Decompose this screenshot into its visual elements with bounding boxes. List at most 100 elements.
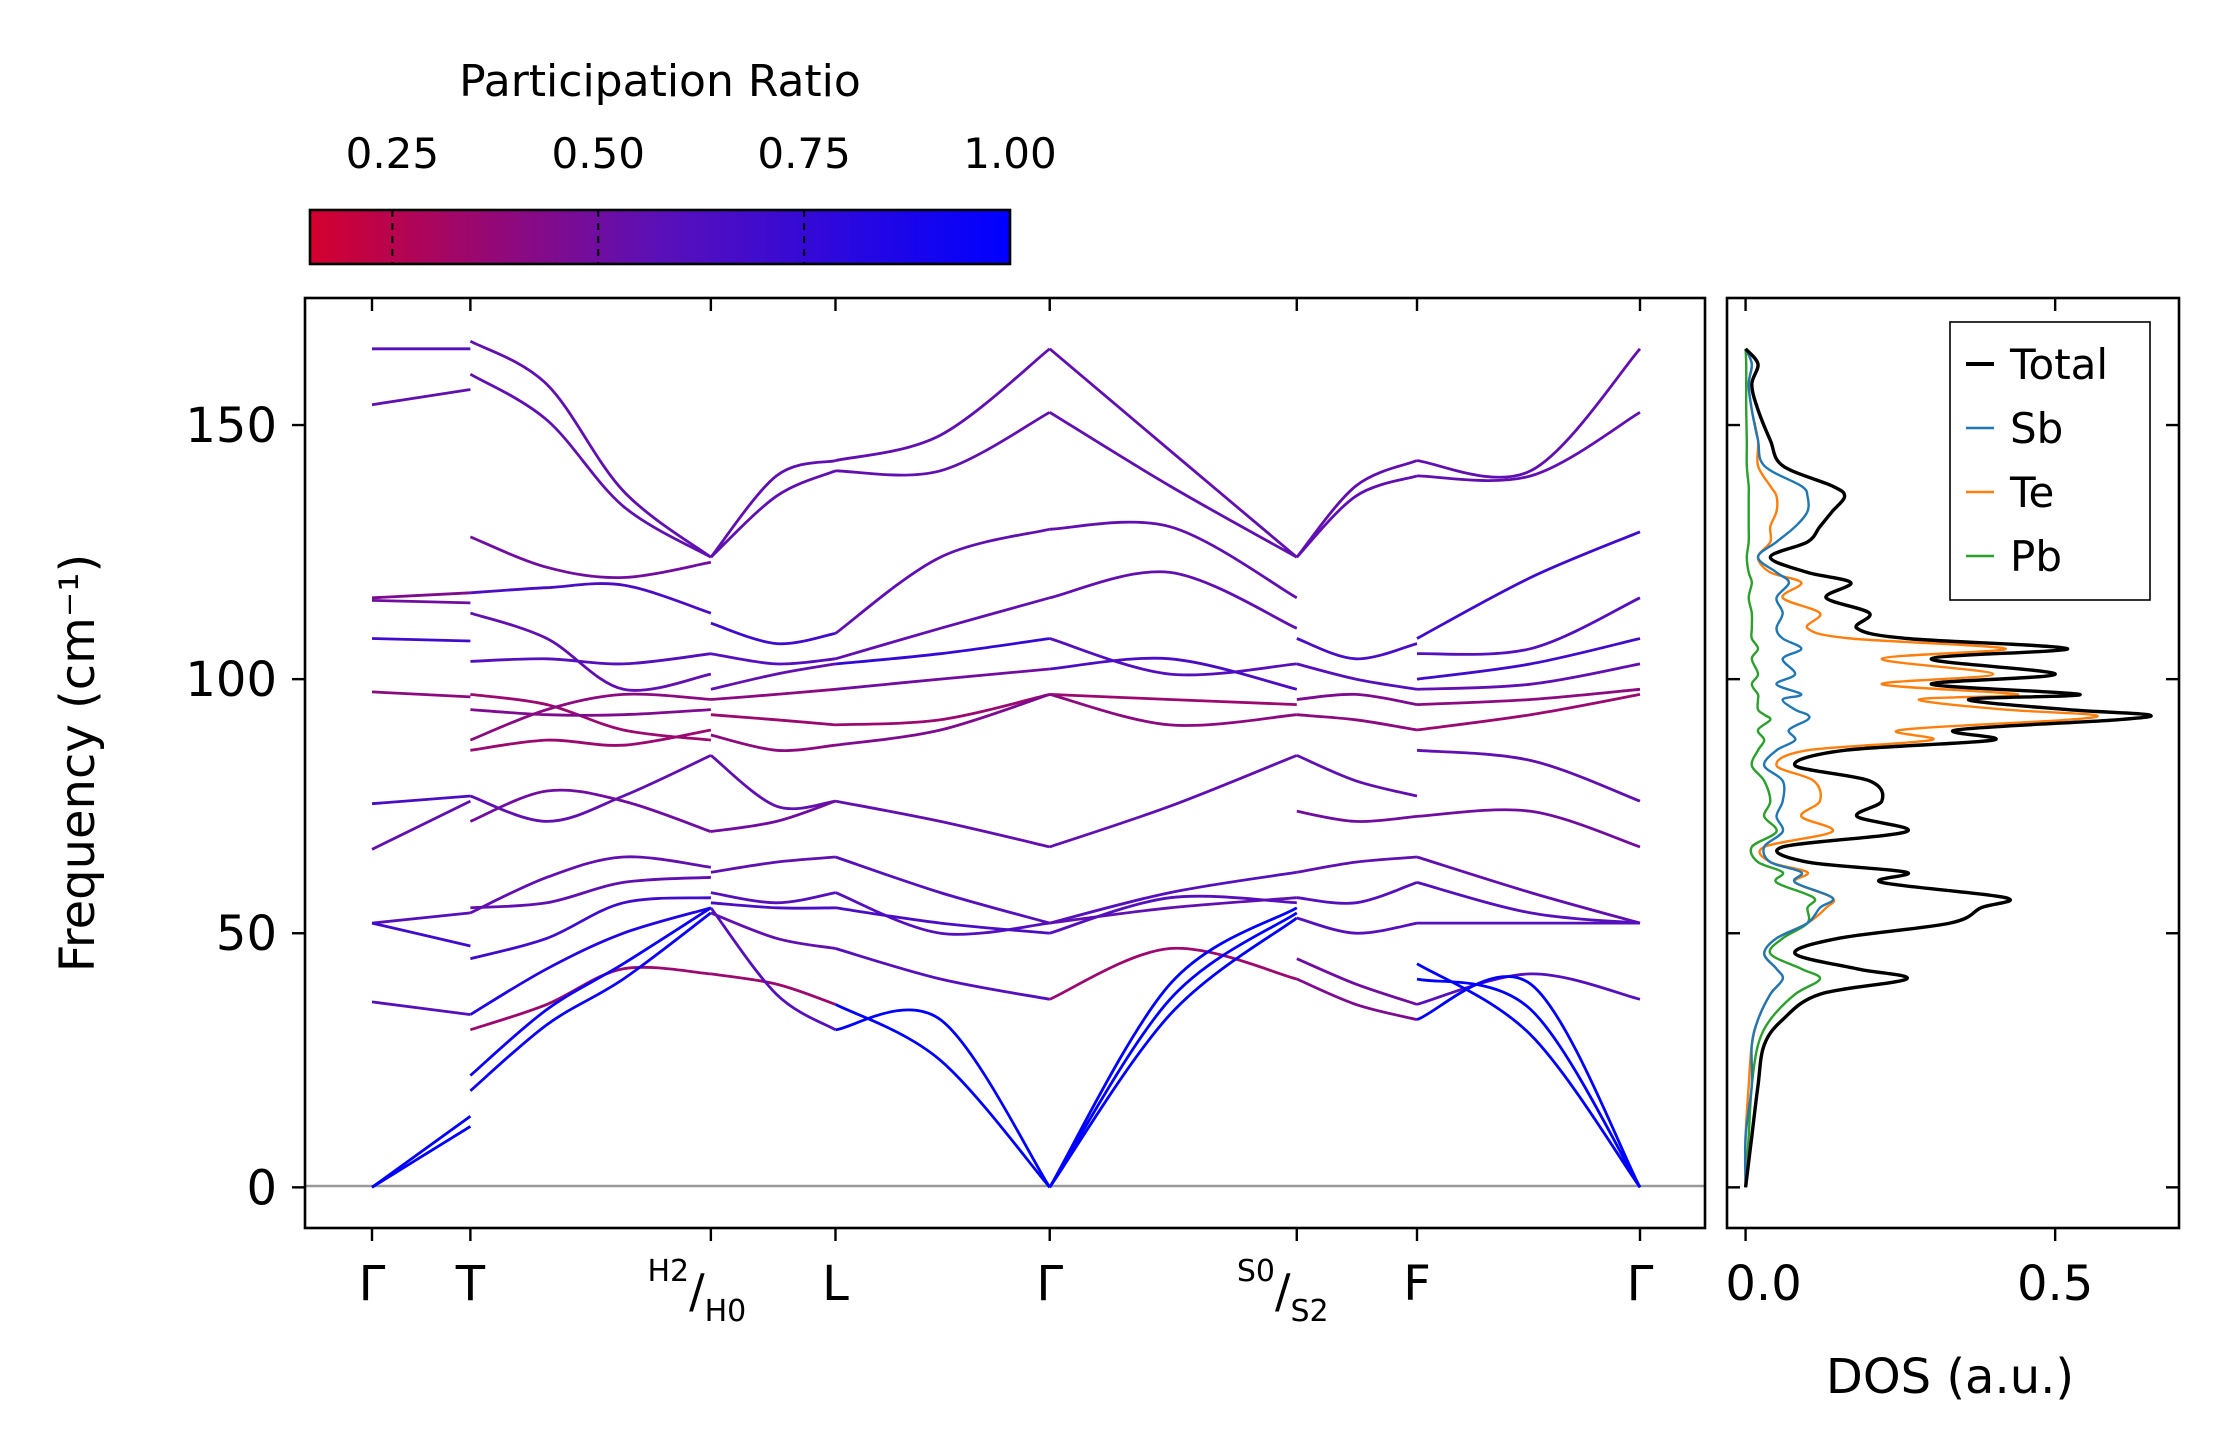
band-line bbox=[709, 906, 837, 1032]
band-line bbox=[371, 921, 471, 948]
dos-curve-pb bbox=[1744, 348, 1822, 1188]
band-line bbox=[1049, 693, 1297, 727]
dos-curve-total bbox=[1743, 347, 2153, 1188]
dos-curves bbox=[1743, 347, 2153, 1188]
band-line bbox=[835, 596, 1051, 661]
band-line bbox=[371, 591, 471, 600]
band-line bbox=[1296, 637, 1418, 661]
legend: Total Sb Te Pb bbox=[1949, 321, 2151, 601]
band-line bbox=[1295, 474, 1418, 559]
band-line bbox=[469, 788, 712, 833]
y-tick-label: 100 bbox=[185, 652, 277, 708]
band-line bbox=[710, 911, 836, 950]
band-line bbox=[710, 652, 836, 666]
phonon-bands bbox=[371, 339, 1642, 1189]
band-line bbox=[1416, 962, 1642, 1189]
band-line bbox=[469, 535, 712, 580]
colorbar: Participation Ratio 0.25 0.50 0.75 1.00 bbox=[308, 56, 1057, 266]
band-line bbox=[469, 754, 712, 823]
colorbar-tick-label: 1.00 bbox=[963, 129, 1057, 178]
band-line bbox=[835, 693, 1051, 727]
band-line bbox=[1296, 713, 1418, 732]
band-line bbox=[470, 875, 711, 910]
band-line bbox=[1048, 911, 1298, 1189]
band-line bbox=[1416, 972, 1641, 1006]
band-line bbox=[1416, 411, 1641, 482]
colorbar-tick-marks bbox=[391, 210, 806, 264]
band-line bbox=[1049, 870, 1298, 925]
k-point-label: Γ bbox=[1036, 1256, 1063, 1312]
band-line bbox=[834, 1003, 1051, 1189]
band-line bbox=[835, 411, 1051, 477]
dos-x-axis-label: DOS (a.u.) bbox=[1826, 1349, 2074, 1405]
band-line bbox=[371, 599, 471, 605]
band-line bbox=[469, 339, 712, 559]
band-line bbox=[371, 911, 471, 925]
k-point-label: L bbox=[822, 1256, 849, 1312]
band-line bbox=[1296, 754, 1418, 798]
k-point-label: F bbox=[1403, 1256, 1431, 1312]
band-line bbox=[835, 799, 1051, 849]
dos-plot-frame bbox=[1725, 296, 2181, 1230]
band-y-axis-ticks: 0 50 100 150 bbox=[185, 398, 305, 1216]
band-line bbox=[710, 855, 836, 874]
band-line bbox=[1296, 881, 1418, 905]
band-line bbox=[835, 947, 1050, 1001]
band-line bbox=[469, 373, 712, 559]
band-line bbox=[835, 667, 1050, 691]
band-line bbox=[371, 637, 471, 643]
y-tick-label: 0 bbox=[246, 1160, 277, 1216]
band-line bbox=[1049, 894, 1297, 935]
band-line bbox=[469, 855, 712, 915]
colorbar-frame bbox=[308, 208, 1012, 266]
band-line bbox=[469, 692, 711, 742]
band-line bbox=[710, 754, 836, 811]
band-line bbox=[1049, 693, 1297, 706]
band-line bbox=[470, 582, 712, 615]
band-line bbox=[710, 972, 836, 1006]
band-line bbox=[371, 799, 472, 851]
band-line bbox=[469, 611, 712, 692]
band-line bbox=[1296, 977, 1418, 1021]
band-line bbox=[1416, 347, 1642, 479]
dos-axis-ticks: 0.0 0.5 bbox=[1725, 298, 2179, 1312]
k-point-label: S0/S2 bbox=[1237, 1254, 1329, 1329]
band-line bbox=[835, 855, 1051, 925]
band-line bbox=[1416, 975, 1642, 1188]
band-line bbox=[710, 733, 836, 753]
band-plot-frame bbox=[303, 296, 1707, 1230]
colorbar-tick-label: 0.75 bbox=[757, 129, 851, 178]
band-line bbox=[710, 799, 836, 833]
y-tick-label: 150 bbox=[185, 398, 277, 454]
legend-box bbox=[1949, 321, 2151, 601]
band-line bbox=[1296, 916, 1418, 935]
band-line bbox=[470, 693, 712, 742]
band-line bbox=[1049, 946, 1298, 1001]
band-line bbox=[1049, 656, 1298, 691]
band-line bbox=[835, 693, 1051, 747]
band-structure-panel: 0 50 100 150 Γ T H2/H0 L Γ S0/S2 F Γ Frequency (cm… bbox=[50, 296, 1707, 1329]
band-line bbox=[1296, 855, 1418, 874]
band-line bbox=[710, 713, 836, 727]
band-line bbox=[1416, 637, 1641, 681]
band-line bbox=[709, 459, 836, 559]
band-line bbox=[1416, 881, 1641, 925]
band-line bbox=[1296, 957, 1418, 1006]
dos-x-tick-label: 0.0 bbox=[1725, 1256, 1801, 1312]
legend-items: Total Sb Te Pb bbox=[1966, 340, 2108, 581]
band-line bbox=[835, 1008, 1051, 1189]
band-line bbox=[371, 794, 471, 806]
band-line bbox=[1416, 693, 1641, 732]
dos-curve-sb bbox=[1743, 348, 1835, 1188]
band-line bbox=[1048, 347, 1298, 559]
band-line bbox=[1049, 754, 1298, 849]
band-line bbox=[1049, 570, 1298, 630]
dos-panel: 0.0 0.5 DOS (a.u.) Total Sb Te Pb bbox=[1725, 296, 2181, 1405]
band-line bbox=[371, 388, 471, 407]
band-line bbox=[1416, 530, 1641, 640]
band-line bbox=[1295, 459, 1418, 559]
colorbar-title: Participation Ratio bbox=[459, 56, 861, 107]
band-line bbox=[1416, 977, 1642, 1189]
band-line bbox=[470, 708, 711, 717]
band-line bbox=[1296, 662, 1418, 691]
